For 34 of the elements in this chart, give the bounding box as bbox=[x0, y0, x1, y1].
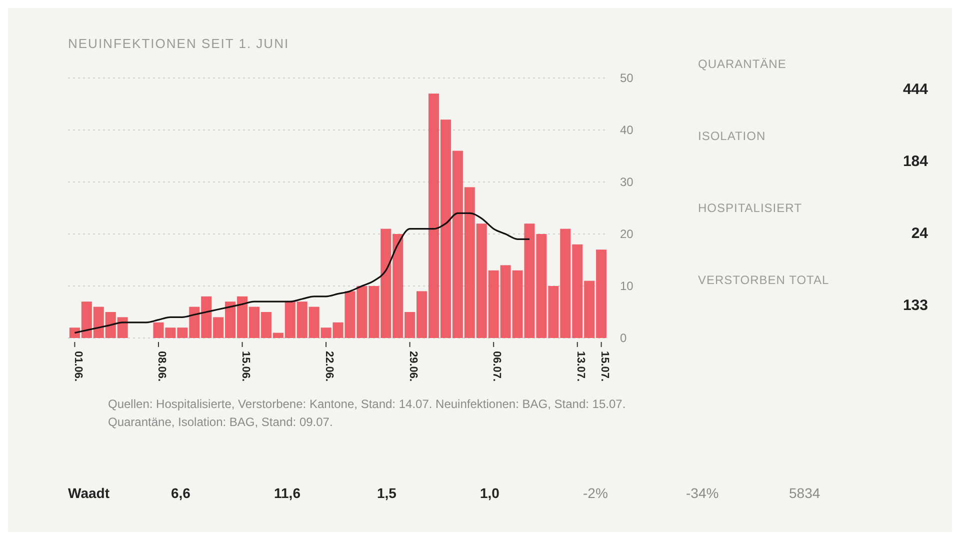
text: VERSTORBEN TOTAL bbox=[698, 273, 830, 287]
text: 133 bbox=[902, 297, 928, 314]
chart-title: NEUINFEKTIONEN SEIT 1. JUNI bbox=[68, 36, 290, 51]
source-note: Quellen: Hospitalisierte, Verstorbene: Kantone, Stand: 14.07. Neuinfektionen: BAG, Stand: 15.07. bbox=[108, 397, 626, 411]
y-tick-label: 30 bbox=[620, 175, 634, 190]
x-tick-label: 22.06. bbox=[323, 351, 336, 382]
text: 444 bbox=[902, 81, 929, 98]
text: ISOLATION bbox=[698, 129, 766, 143]
text: -2% bbox=[583, 485, 608, 501]
y-tick-label: 20 bbox=[620, 227, 634, 242]
y-tick-label: 10 bbox=[620, 279, 634, 294]
y-tick-label: 40 bbox=[620, 123, 634, 138]
text: -34% bbox=[686, 485, 719, 501]
x-tick-label: 13.07. bbox=[574, 351, 587, 382]
x-tick-label: 01.06. bbox=[72, 351, 84, 382]
text: 184 bbox=[902, 153, 929, 170]
x-tick-label: 08.06. bbox=[156, 351, 168, 382]
text: 11,6 bbox=[274, 485, 301, 501]
x-tick-label: 29.06. bbox=[406, 351, 419, 382]
y-tick-label: 50 bbox=[620, 71, 634, 86]
x-tick-label: 15.07. bbox=[598, 351, 610, 382]
text: QUARANTÄNE bbox=[698, 57, 786, 71]
text: HOSPITALISIERT bbox=[698, 201, 802, 215]
text: 24 bbox=[911, 225, 929, 242]
text: Quarantäne, Isolation: BAG, Stand: 09.07. bbox=[108, 415, 333, 429]
text: 6,6 bbox=[171, 485, 191, 501]
y-tick-label: 0 bbox=[620, 331, 627, 346]
x-tick-label: 06.07. bbox=[490, 351, 503, 382]
text: 1,5 bbox=[377, 485, 397, 501]
line-series bbox=[74, 212, 530, 334]
x-tick-label: 15.06. bbox=[239, 351, 252, 382]
text: 1,0 bbox=[480, 485, 500, 501]
text: Waadt bbox=[68, 485, 110, 501]
text: 5834 bbox=[789, 485, 820, 501]
